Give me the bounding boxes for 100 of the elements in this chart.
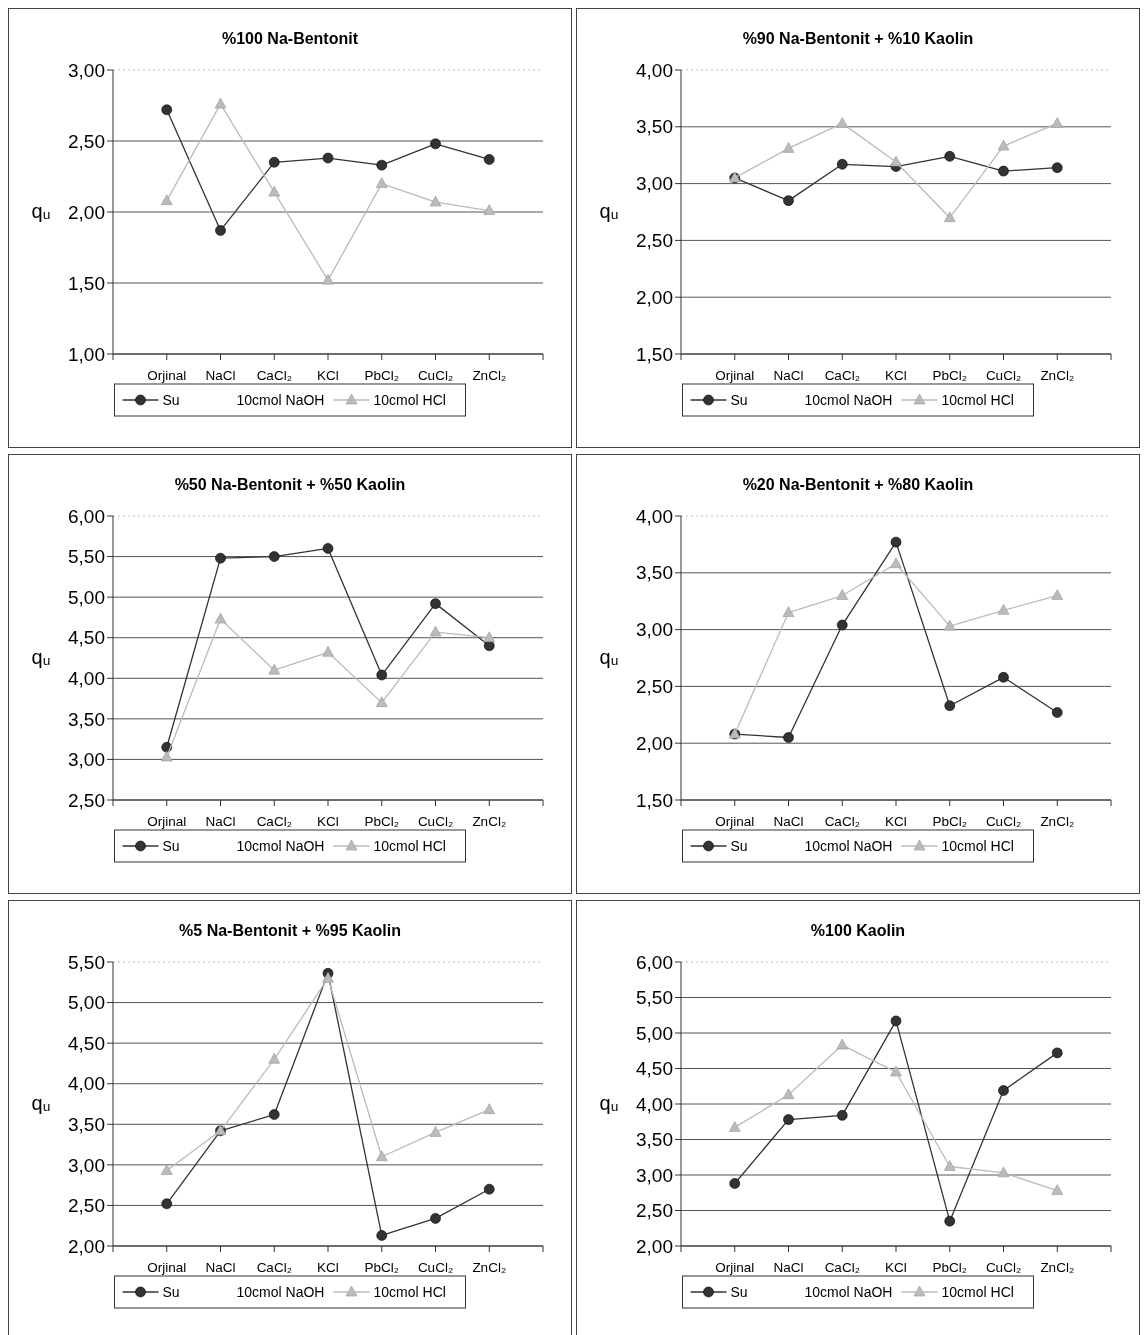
y-tick-label: 5,00 <box>636 1022 673 1044</box>
chart-title: %50 Na-Bentonit + %50 Kaolin <box>174 476 406 493</box>
y-tick-label: 2,50 <box>68 130 105 152</box>
y-tick-label: 3,50 <box>636 1129 673 1151</box>
y-axis-title: qᵤ <box>599 646 619 668</box>
y-tick-label: 1,50 <box>68 272 105 294</box>
legend-label: Su <box>730 837 748 854</box>
y-tick-label: 4,50 <box>68 1032 105 1054</box>
x-tick-label: PbCl₂ <box>364 368 400 383</box>
x-tick-label: PbCl₂ <box>932 368 968 383</box>
chart-title: %90 Na-Bentonit + %10 Kaolin <box>742 30 974 47</box>
y-tick-label: 6,00 <box>636 951 673 973</box>
x-tick-label: ZnCl₂ <box>1040 814 1075 829</box>
y-axis-title: qᵤ <box>31 1092 51 1114</box>
x-tick-label: CaCl₂ <box>824 814 860 829</box>
legend-label: Su <box>730 391 748 408</box>
y-tick-label: 1,00 <box>68 343 105 365</box>
legend-label: 10cmol HCl <box>941 1283 1014 1300</box>
x-tick-label: ZnCl₂ <box>1040 1260 1075 1275</box>
y-tick-label: 3,00 <box>636 1164 673 1186</box>
chart-title: %20 Na-Bentonit + %80 Kaolin <box>742 476 974 493</box>
y-tick-label: 1,50 <box>636 343 673 365</box>
y-tick-label: 5,50 <box>636 987 673 1009</box>
text: 10cmol NaOH <box>236 837 325 854</box>
x-tick-label: NaCl <box>773 1260 804 1275</box>
x-tick-label: ZnCl₂ <box>472 368 507 383</box>
x-tick-label: CuCl₂ <box>417 1260 454 1275</box>
x-tick-label: CuCl₂ <box>417 814 454 829</box>
x-tick-label: Orjinal <box>715 814 755 829</box>
x-tick-label: CaCl₂ <box>824 1260 860 1275</box>
x-tick-label: PbCl₂ <box>932 814 968 829</box>
y-tick-label: 5,50 <box>68 951 105 973</box>
y-tick-label: 2,00 <box>68 1235 105 1257</box>
text: 10cmol NaOH <box>804 1283 893 1300</box>
x-tick-label: CuCl₂ <box>985 1260 1022 1275</box>
y-tick-label: 2,00 <box>636 732 673 754</box>
x-tick-label: Orjinal <box>715 1260 755 1275</box>
text: 10cmol NaOH <box>804 391 893 408</box>
y-tick-label: 3,00 <box>636 173 673 195</box>
legend-label: Su <box>162 837 180 854</box>
y-tick-label: 2,50 <box>636 676 673 698</box>
x-tick-label: KCl <box>317 814 339 829</box>
x-tick-label: CaCl₂ <box>256 814 292 829</box>
x-tick-label: CuCl₂ <box>985 368 1022 383</box>
y-tick-label: 3,00 <box>636 619 673 641</box>
legend-label: Su <box>162 391 180 408</box>
x-tick-label: NaCl <box>205 1260 236 1275</box>
chart-title: %100 Na-Bentonit <box>221 30 359 47</box>
x-tick-label: KCl <box>885 814 907 829</box>
x-tick-label: CuCl₂ <box>417 368 454 383</box>
x-tick-label: NaCl <box>205 368 236 383</box>
x-tick-label: PbCl₂ <box>364 1260 400 1275</box>
x-tick-label: CaCl₂ <box>256 1260 292 1275</box>
legend-label: 10cmol HCl <box>373 1283 446 1300</box>
y-axis-title: qᵤ <box>599 200 619 222</box>
x-tick-label: Orjinal <box>147 1260 187 1275</box>
legend-label: 10cmol HCl <box>373 837 446 854</box>
y-tick-label: 1,50 <box>636 789 673 811</box>
x-tick-label: NaCl <box>773 814 804 829</box>
x-tick-label: NaCl <box>773 368 804 383</box>
x-tick-label: KCl <box>885 1260 907 1275</box>
y-tick-label: 2,50 <box>68 789 105 811</box>
y-tick-label: 5,00 <box>68 992 105 1014</box>
y-tick-label: 2,00 <box>636 286 673 308</box>
legend-label: 10cmol HCl <box>941 837 1014 854</box>
y-tick-label: 2,50 <box>636 1200 673 1222</box>
y-tick-label: 2,50 <box>68 1195 105 1217</box>
x-tick-label: Orjinal <box>715 368 755 383</box>
y-tick-label: 2,00 <box>636 1235 673 1257</box>
y-tick-label: 5,50 <box>68 546 105 568</box>
chart-title: %5 Na-Bentonit + %95 Kaolin <box>179 922 401 939</box>
y-tick-label: 3,50 <box>636 562 673 584</box>
x-tick-label: PbCl₂ <box>932 1260 968 1275</box>
y-axis-title: qᵤ <box>31 646 51 668</box>
y-tick-label: 3,00 <box>68 59 105 81</box>
y-tick-label: 3,00 <box>68 749 105 771</box>
y-tick-label: 6,00 <box>68 505 105 527</box>
x-tick-label: ZnCl₂ <box>1040 368 1075 383</box>
chart-title: %100 Kaolin <box>810 922 906 939</box>
y-tick-label: 3,50 <box>68 708 105 730</box>
x-tick-label: KCl <box>317 1260 339 1275</box>
text: 10cmol NaOH <box>236 391 325 408</box>
y-tick-label: 3,50 <box>636 116 673 138</box>
legend-label: 10cmol HCl <box>941 391 1014 408</box>
x-tick-label: PbCl₂ <box>364 814 400 829</box>
y-axis-title: qᵤ <box>31 200 51 222</box>
x-tick-label: ZnCl₂ <box>472 814 507 829</box>
y-tick-label: 5,00 <box>68 586 105 608</box>
legend-label: 10cmol HCl <box>373 391 446 408</box>
text: 10cmol NaOH <box>804 837 893 854</box>
legend-label: Su <box>162 1283 180 1300</box>
legend-label: Su <box>730 1283 748 1300</box>
y-tick-label: 2,00 <box>68 201 105 223</box>
x-tick-label: CuCl₂ <box>985 814 1022 829</box>
y-tick-label: 3,50 <box>68 1113 105 1135</box>
x-tick-label: Orjinal <box>147 814 187 829</box>
x-tick-label: CaCl₂ <box>256 368 292 383</box>
y-tick-label: 4,00 <box>636 59 673 81</box>
y-axis-title: qᵤ <box>599 1092 619 1114</box>
y-tick-label: 3,00 <box>68 1154 105 1176</box>
